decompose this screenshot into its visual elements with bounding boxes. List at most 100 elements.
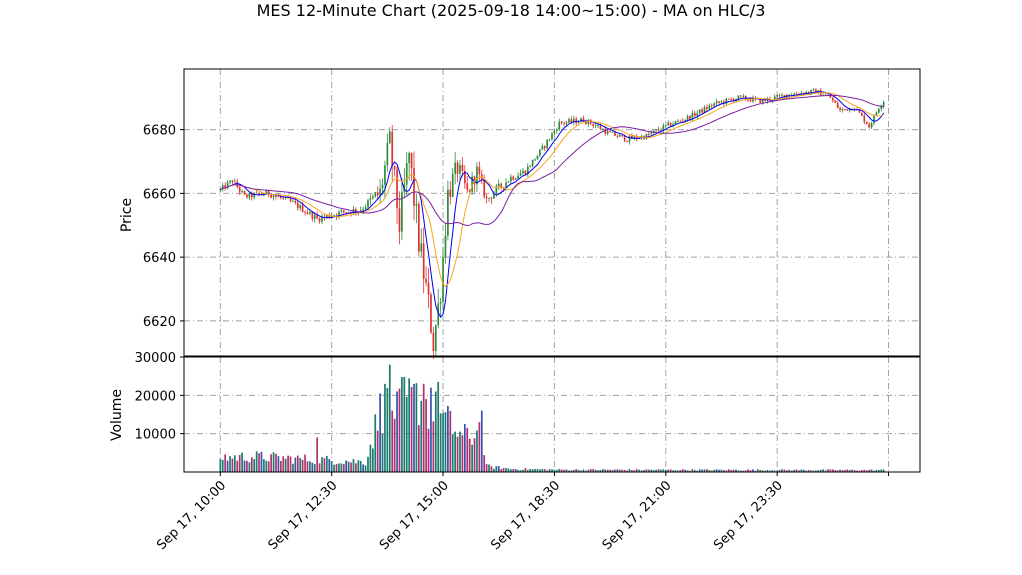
candle-body [836,102,839,109]
volume-bar [277,456,280,472]
volume-bar [233,455,236,472]
volume-bar [650,469,653,472]
candle-body [684,119,687,122]
candle-body [701,109,703,113]
volume-bar [224,454,227,472]
volume-bar [829,469,832,472]
candle-body [263,194,265,196]
candle-body [526,166,529,175]
volume-bar [238,455,241,472]
chart-title: MES 12-Minute Chart (2025-09-18 14:00~15… [257,1,766,20]
volume-bar [868,469,871,472]
candle-body [875,112,878,116]
candle-body [553,130,556,134]
volume-bar [401,377,403,472]
volume-bar [505,467,507,472]
candle-body [463,170,466,184]
volume-bar [507,468,510,472]
candle-body [778,94,781,96]
candle-body [742,96,745,97]
candle-body [749,99,752,102]
volume-bar [362,464,365,472]
volume-bar [718,469,720,472]
candle-body [551,133,553,140]
candle-body [371,196,374,199]
volume-bar [219,458,222,472]
candle-body [509,176,512,182]
volume-bar [640,470,643,472]
candle-body [255,192,258,194]
moving-average-lines [220,91,885,318]
candle-body [655,129,657,131]
candle-body [420,243,423,252]
volume-bar [519,470,522,472]
candle-body [737,95,740,100]
volume-bar [304,454,306,472]
volume-bar [848,470,851,472]
volume-bar [563,469,565,472]
candle-body [882,102,885,107]
volume-bar [626,470,628,472]
volume-bar [221,459,224,472]
volume-bar [628,469,631,472]
candle-body [681,120,684,122]
candle-body [362,209,365,211]
volume-bar [456,436,459,472]
candle-body [715,101,718,104]
volume-bar [783,469,786,472]
volume-bar [284,458,287,472]
volume-bar [686,470,689,472]
volume-bar [454,431,457,472]
candle-body [355,209,357,213]
candle-body [374,192,377,197]
candle-body [614,131,616,136]
volume-bar [267,461,270,472]
volume-bar [413,384,415,472]
volume-bar [451,434,454,472]
candle-body [577,121,580,124]
candle-body [401,191,403,232]
volume-bar [555,469,558,472]
volume-bar [611,469,614,472]
candle-body [572,118,575,123]
x-tick-label: Sep 17, 23:30 [711,478,786,553]
candle-body [386,143,389,166]
volume-bar [756,469,759,472]
candle-body [335,215,338,217]
candle-body [727,98,730,100]
candle-body [623,135,626,142]
volume-bar [488,464,490,472]
candle-body [391,131,394,166]
volume-bar [693,470,696,472]
volume-bar [594,469,597,472]
volume-bar [807,470,810,472]
volume-bar [800,469,803,472]
volume-bar [485,464,488,472]
candle-body [459,165,461,174]
volume-bar [243,460,246,472]
volume-bar [776,470,779,472]
volume-y-tick-label: 10000 [135,428,176,443]
volume-grid [184,356,920,472]
candle-body [514,178,517,180]
volume-bar [618,469,621,472]
candle-body [272,195,275,198]
volume-bar [737,470,740,472]
x-tick-label: Sep 17, 21:00 [600,478,675,553]
candle-body [425,278,427,283]
candle-body [338,211,340,217]
candle-body [754,97,757,99]
candle-body [815,89,817,94]
volume-bar [439,413,442,472]
candle-body [870,123,873,128]
volume-bar [367,456,369,472]
volume-bar [790,470,793,472]
volume-bar [514,469,517,472]
candle-body [449,189,452,197]
volume-bar [633,470,636,472]
volume-bar [410,386,413,472]
volume-bar [355,463,357,472]
candle-body [570,119,573,123]
candle-body [330,216,333,218]
candle-body [858,109,861,113]
